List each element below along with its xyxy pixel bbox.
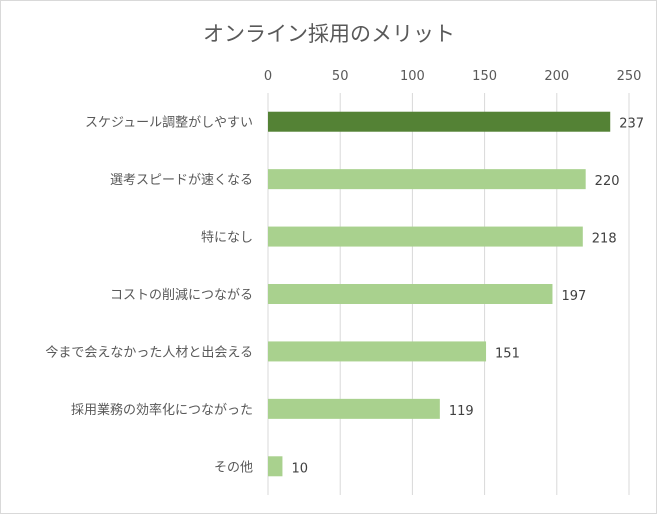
x-tick-label: 50 (332, 69, 349, 84)
bar (268, 341, 487, 362)
data-label: 197 (561, 289, 586, 304)
bar (268, 169, 586, 190)
x-tick-label: 0 (264, 69, 272, 84)
chart-title: オンライン採用のメリット (203, 22, 455, 46)
category-label: 選考スピードが速くなる (110, 173, 253, 188)
data-label: 151 (495, 346, 520, 361)
data-label: 10 (291, 461, 308, 476)
data-label: 119 (449, 404, 474, 419)
category-label: その他 (214, 460, 253, 475)
bar (268, 398, 440, 419)
x-tick-label: 150 (472, 69, 497, 84)
data-label: 220 (595, 174, 620, 189)
data-label: 237 (619, 117, 644, 132)
data-label: 218 (592, 232, 617, 247)
bar (268, 226, 583, 247)
x-tick-label: 200 (544, 69, 569, 84)
category-label: 特になし (201, 231, 253, 246)
category-label: スケジュール調整がしやすい (85, 116, 253, 131)
category-label: 今まで会えなかった人材と出会える (45, 344, 253, 360)
x-tick-label: 250 (617, 69, 642, 84)
category-label: 採用業務の効率化につながった (71, 402, 253, 418)
bar (268, 456, 283, 477)
bar (268, 111, 611, 132)
category-label: コストの削減につながる (110, 287, 253, 303)
x-tick-label: 100 (400, 69, 425, 84)
bar (268, 284, 553, 304)
